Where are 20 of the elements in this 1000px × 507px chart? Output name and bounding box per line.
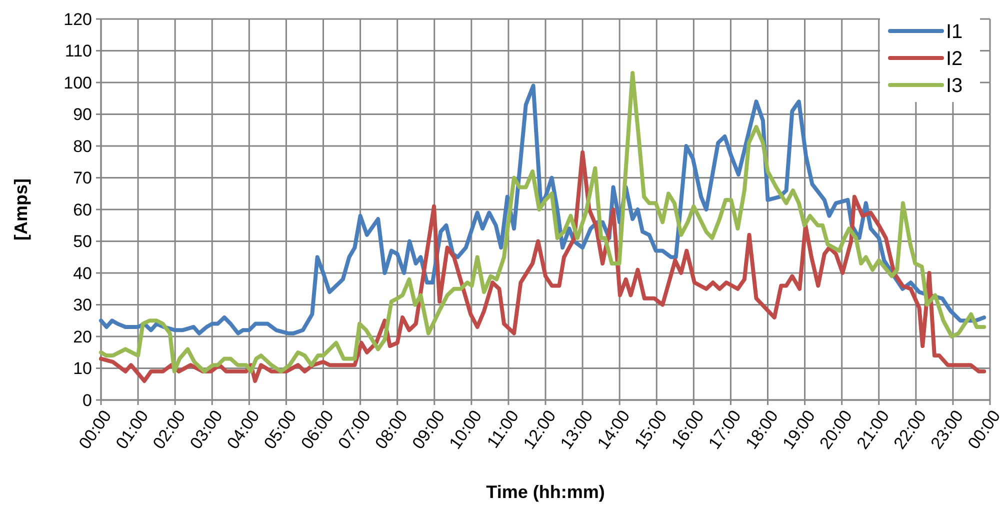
line-series (99, 70, 986, 374)
y-tick-label: 120 (64, 10, 92, 29)
line-series (99, 150, 986, 383)
legend-label: I2 (946, 48, 963, 70)
x-axis-title: Time (hh:mm) (486, 482, 605, 502)
y-axis-title: [Amps] (11, 178, 31, 240)
y-tick-label: 80 (73, 136, 92, 156)
y-tick-label: 40 (73, 264, 92, 283)
legend-label: I3 (946, 75, 963, 97)
y-tick-label: 20 (73, 327, 92, 346)
y-tick-label: 30 (73, 296, 92, 315)
y-tick-label: 60 (73, 200, 92, 220)
y-tick-label: 90 (73, 105, 92, 124)
y-tick-label: 100 (64, 73, 92, 92)
y-tick-label: 10 (73, 359, 92, 378)
y-tick-label: 70 (73, 168, 92, 188)
y-tick-label: 110 (64, 42, 92, 61)
y-tick-label: 0 (82, 390, 92, 410)
legend-label: I1 (946, 21, 963, 43)
y-tick-label: 50 (73, 232, 92, 252)
